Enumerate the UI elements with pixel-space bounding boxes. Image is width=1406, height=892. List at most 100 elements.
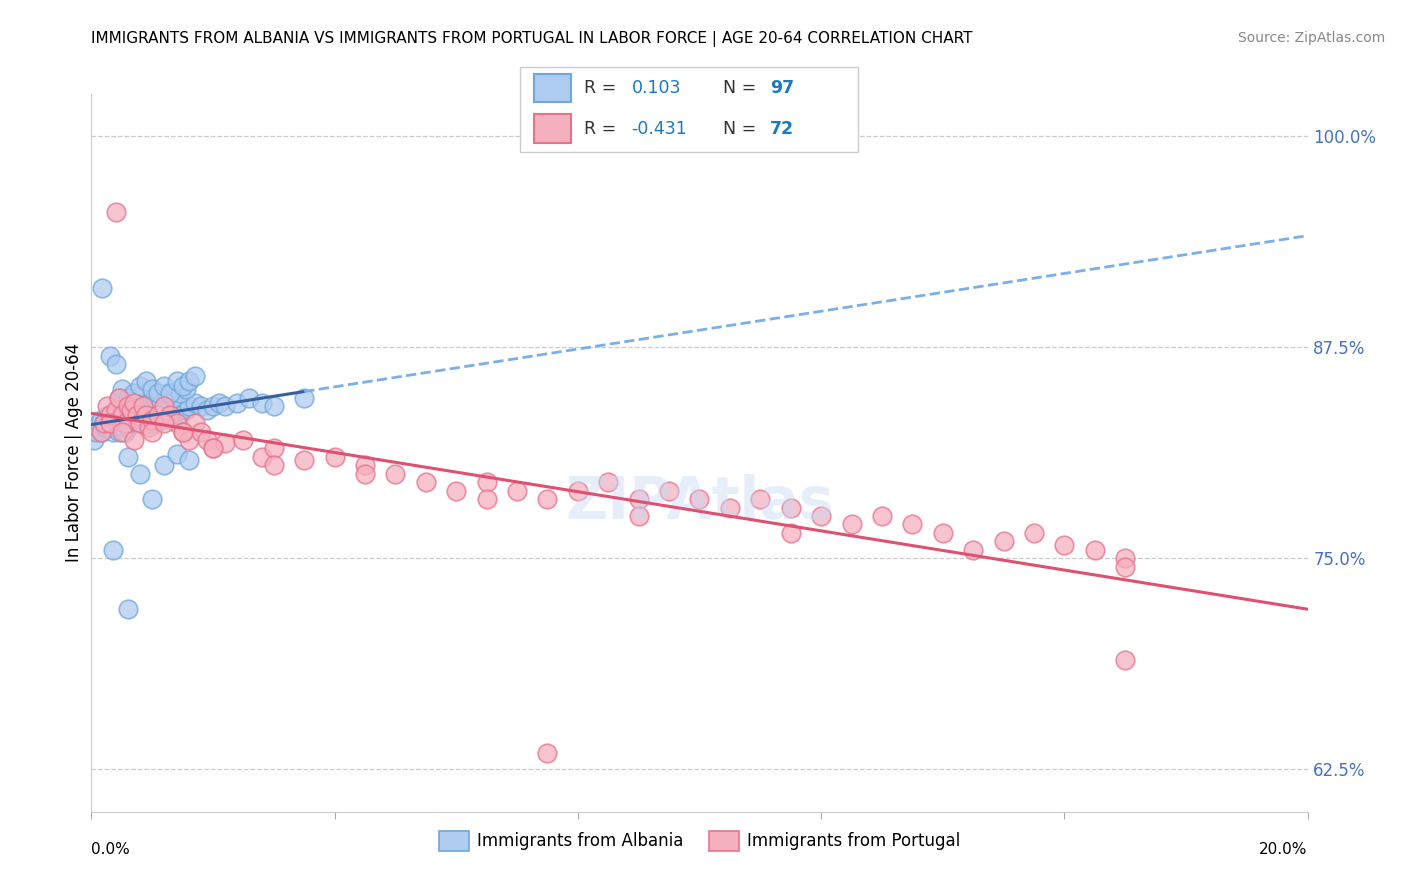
- Text: 0.0%: 0.0%: [91, 842, 131, 857]
- Point: [139, 416, 162, 430]
- Point: [177, 374, 200, 388]
- Point: [143, 391, 166, 405]
- Point: [1084, 542, 1107, 557]
- Point: [115, 416, 138, 430]
- Point: [195, 402, 218, 417]
- Point: [120, 416, 142, 430]
- Point: [153, 379, 176, 393]
- Point: [93, 416, 115, 430]
- Text: 97: 97: [770, 79, 794, 97]
- Point: [150, 413, 173, 427]
- Point: [129, 416, 152, 430]
- Point: [159, 385, 181, 400]
- Text: R =: R =: [585, 120, 621, 137]
- Point: [627, 509, 650, 524]
- Point: [141, 492, 163, 507]
- Point: [226, 396, 249, 410]
- Point: [91, 281, 114, 295]
- Point: [125, 413, 148, 427]
- Text: 72: 72: [770, 120, 794, 137]
- Point: [153, 408, 176, 422]
- Point: [153, 399, 176, 413]
- Point: [97, 408, 120, 422]
- Point: [100, 419, 122, 434]
- Point: [114, 402, 136, 417]
- Point: [506, 483, 529, 498]
- Point: [169, 385, 191, 400]
- Point: [148, 385, 170, 400]
- Point: [354, 467, 377, 481]
- Point: [94, 419, 117, 434]
- Point: [1022, 525, 1045, 540]
- Point: [172, 425, 194, 439]
- Point: [111, 425, 134, 439]
- Point: [129, 416, 152, 430]
- Point: [184, 416, 207, 430]
- Point: [1114, 653, 1136, 667]
- Point: [136, 408, 159, 422]
- Point: [98, 416, 121, 430]
- Point: [658, 483, 681, 498]
- Point: [111, 382, 134, 396]
- Point: [104, 357, 127, 371]
- Point: [117, 450, 139, 464]
- Point: [292, 453, 315, 467]
- Point: [263, 442, 285, 456]
- Point: [232, 433, 254, 447]
- Point: [190, 399, 212, 413]
- Point: [132, 408, 155, 422]
- Point: [87, 416, 110, 430]
- Point: [162, 391, 184, 405]
- Point: [148, 408, 170, 422]
- Point: [122, 408, 145, 422]
- Point: [475, 492, 498, 507]
- Point: [177, 399, 200, 413]
- Point: [208, 396, 231, 410]
- Point: [172, 379, 194, 393]
- Point: [98, 416, 121, 430]
- Point: [104, 205, 127, 219]
- Point: [107, 425, 129, 439]
- Point: [117, 602, 139, 616]
- Point: [263, 399, 285, 413]
- Text: 20.0%: 20.0%: [1260, 842, 1308, 857]
- Point: [153, 458, 176, 473]
- Point: [141, 382, 163, 396]
- Point: [156, 385, 179, 400]
- Point: [118, 413, 141, 427]
- Point: [101, 542, 124, 557]
- Point: [931, 525, 953, 540]
- Point: [354, 458, 377, 473]
- Text: 0.103: 0.103: [631, 79, 681, 97]
- Point: [93, 416, 115, 430]
- Point: [143, 416, 166, 430]
- Point: [184, 368, 207, 383]
- Point: [172, 425, 194, 439]
- Point: [98, 408, 121, 422]
- Point: [103, 416, 125, 430]
- Text: ZIPAtlas: ZIPAtlas: [565, 475, 834, 532]
- Point: [190, 425, 212, 439]
- Point: [84, 425, 107, 439]
- Point: [105, 419, 128, 434]
- Point: [129, 379, 152, 393]
- Point: [117, 391, 139, 405]
- Point: [120, 396, 142, 410]
- Point: [567, 483, 589, 498]
- Point: [688, 492, 710, 507]
- Point: [114, 416, 136, 430]
- Point: [117, 419, 139, 434]
- Legend: Immigrants from Albania, Immigrants from Portugal: Immigrants from Albania, Immigrants from…: [432, 825, 967, 857]
- Text: N =: N =: [723, 120, 762, 137]
- Point: [142, 408, 165, 422]
- Point: [141, 413, 163, 427]
- Point: [120, 402, 142, 417]
- Point: [718, 500, 741, 515]
- Point: [184, 396, 207, 410]
- Point: [101, 425, 124, 439]
- Point: [993, 534, 1015, 549]
- Point: [536, 746, 558, 760]
- Point: [89, 425, 111, 439]
- Point: [83, 433, 105, 447]
- Point: [177, 433, 200, 447]
